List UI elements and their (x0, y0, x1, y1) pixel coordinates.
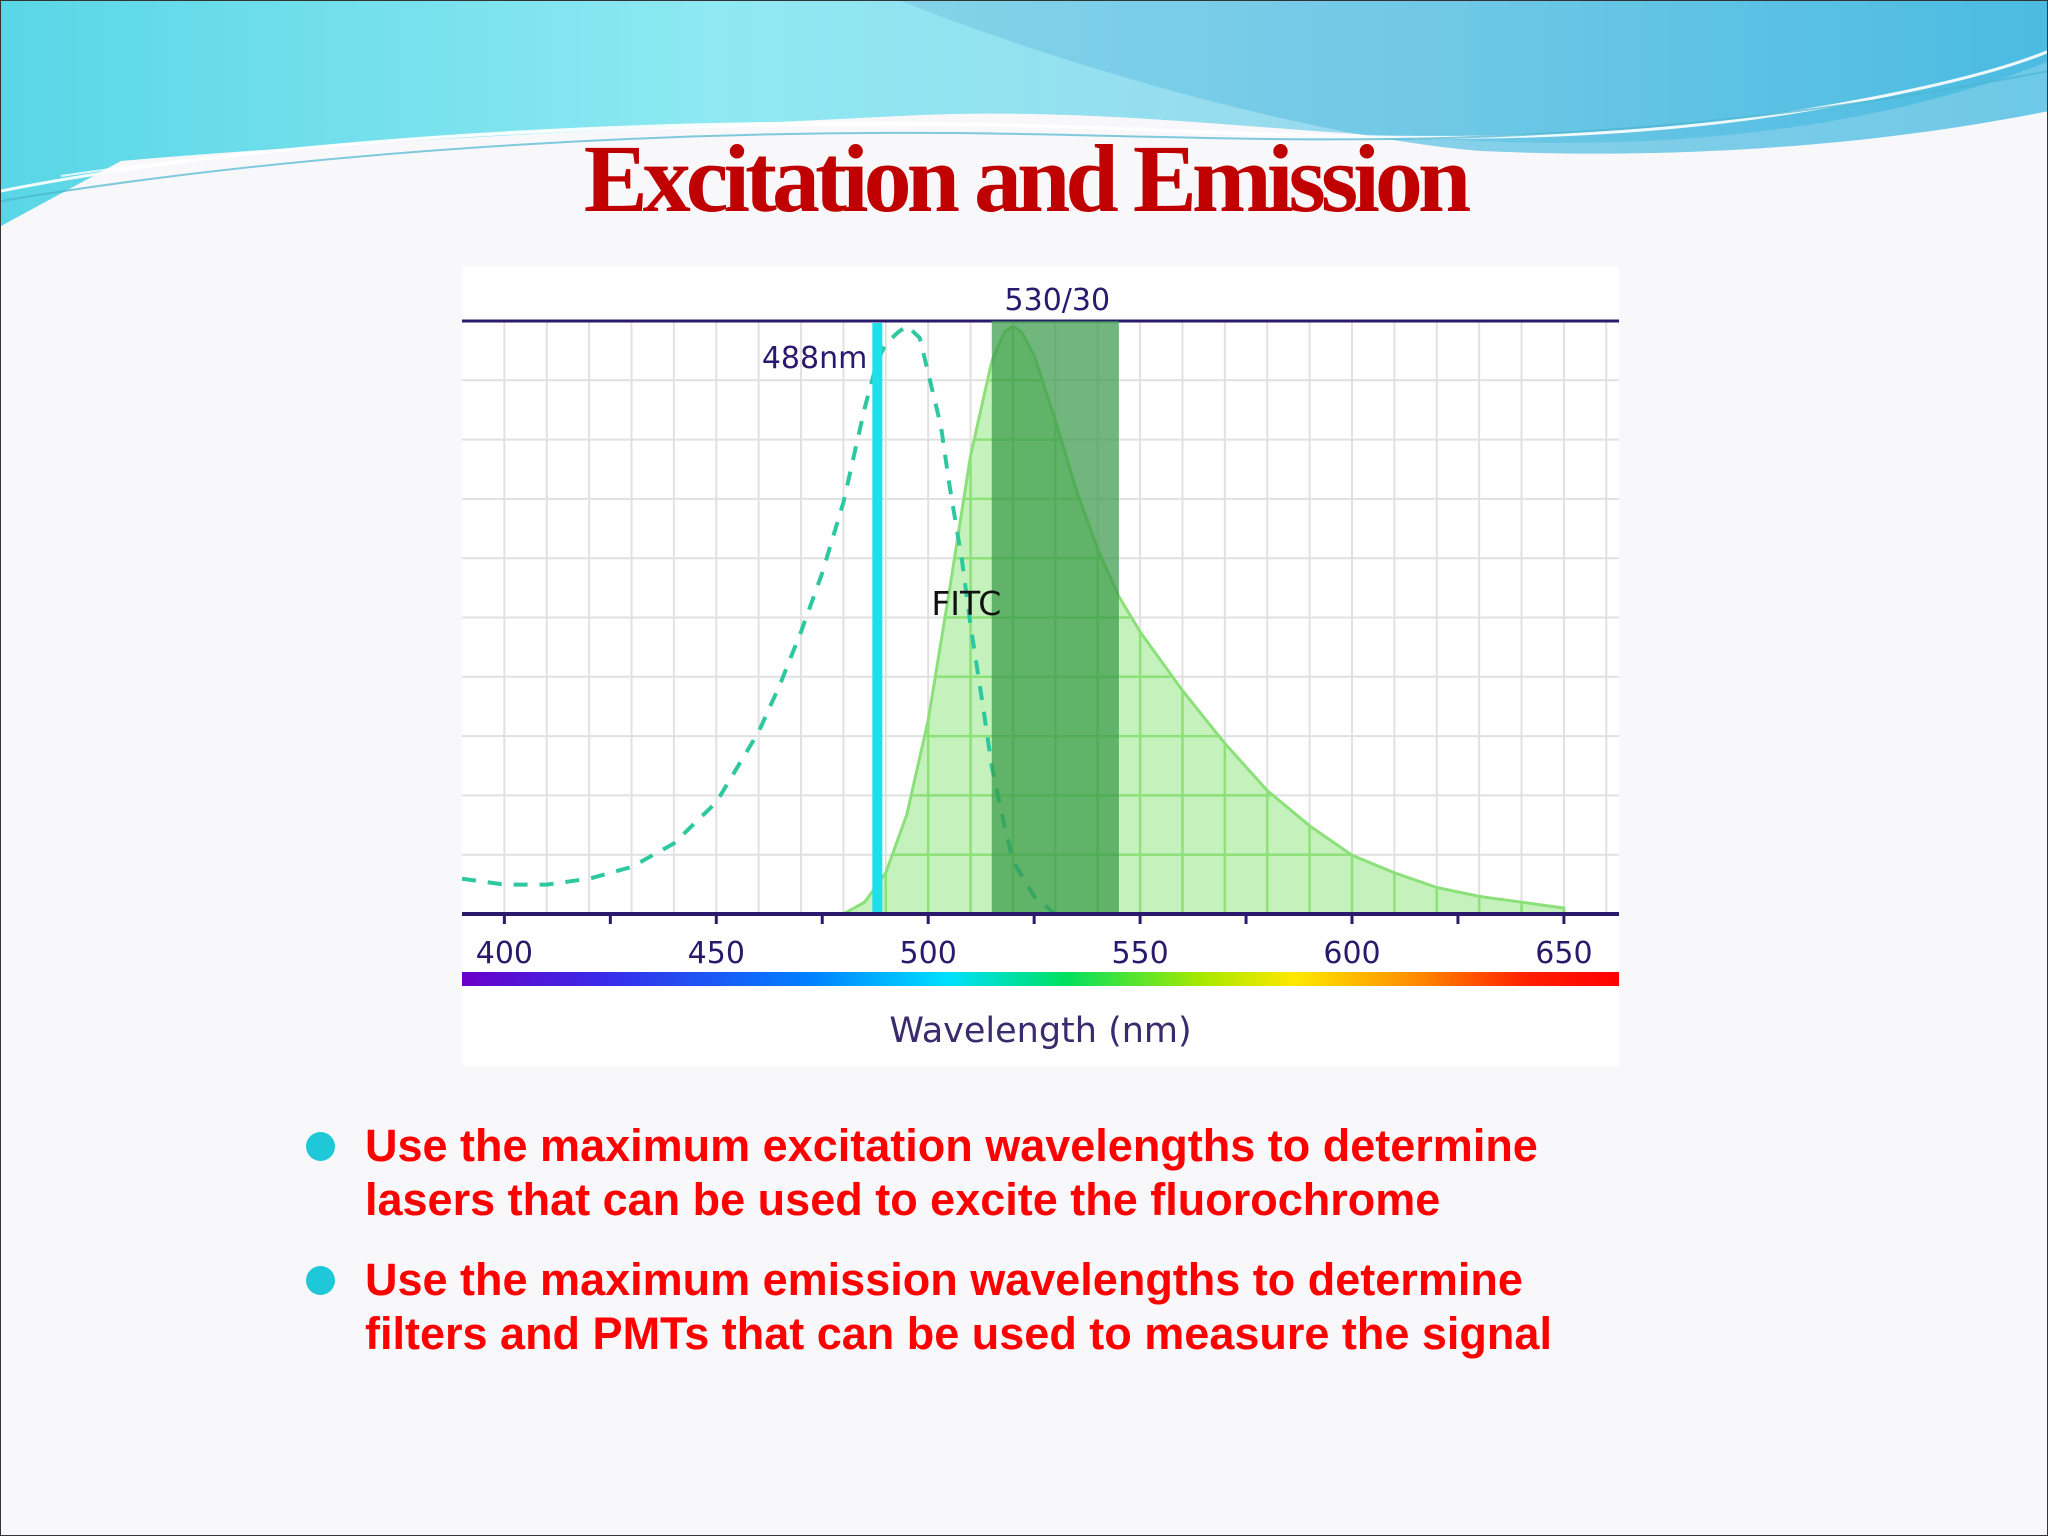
laser-line-488nm (872, 323, 883, 914)
spectrum-chart: 400 450 500 550 600 650 Wavelength (nm) 530/3… (462, 266, 1619, 1066)
filter-label: 530/30 (1005, 283, 1111, 318)
bullet-item-excitation: Use the maximum excitation wavelengths t… (301, 1119, 1801, 1227)
header-wave-decoration (1, 1, 2047, 226)
bullet-marker (306, 1266, 335, 1295)
filter-band-530-30 (991, 321, 1119, 914)
laser-label: 488nm (762, 341, 868, 376)
bullet-text-line1: Use the maximum excitation wavelengths t… (365, 1120, 1538, 1171)
x-tick-label: 400 (476, 936, 533, 971)
bullet-text-line2: lasers that can be used to excite the fl… (365, 1174, 1441, 1225)
wavelength-spectrum-bar (462, 972, 1619, 986)
bullet-marker (306, 1132, 335, 1161)
fluorochrome-label: FITC (931, 584, 1001, 623)
x-tick-label: 650 (1535, 936, 1592, 971)
x-axis-title: Wavelength (nm) (889, 1011, 1191, 1051)
x-tick-label: 600 (1323, 936, 1380, 971)
bullet-text-line2: filters and PMTs that can be used to mea… (365, 1308, 1552, 1359)
x-tick-label: 500 (900, 936, 957, 971)
chart-axes: 400 450 500 550 600 650 (462, 912, 1619, 986)
spectrum-chart-svg: 400 450 500 550 600 650 Wavelength (nm) 530/3… (462, 283, 1619, 1051)
bullet-text-line1: Use the maximum emission wavelengths to … (365, 1254, 1523, 1305)
x-tick-label: 450 (688, 936, 745, 971)
bullet-list: Use the maximum excitation wavelengths t… (301, 1119, 1801, 1387)
bullet-item-emission: Use the maximum emission wavelengths to … (301, 1253, 1801, 1361)
slide-title: Excitation and Emission (583, 125, 1472, 232)
x-tick-label: 550 (1111, 936, 1168, 971)
